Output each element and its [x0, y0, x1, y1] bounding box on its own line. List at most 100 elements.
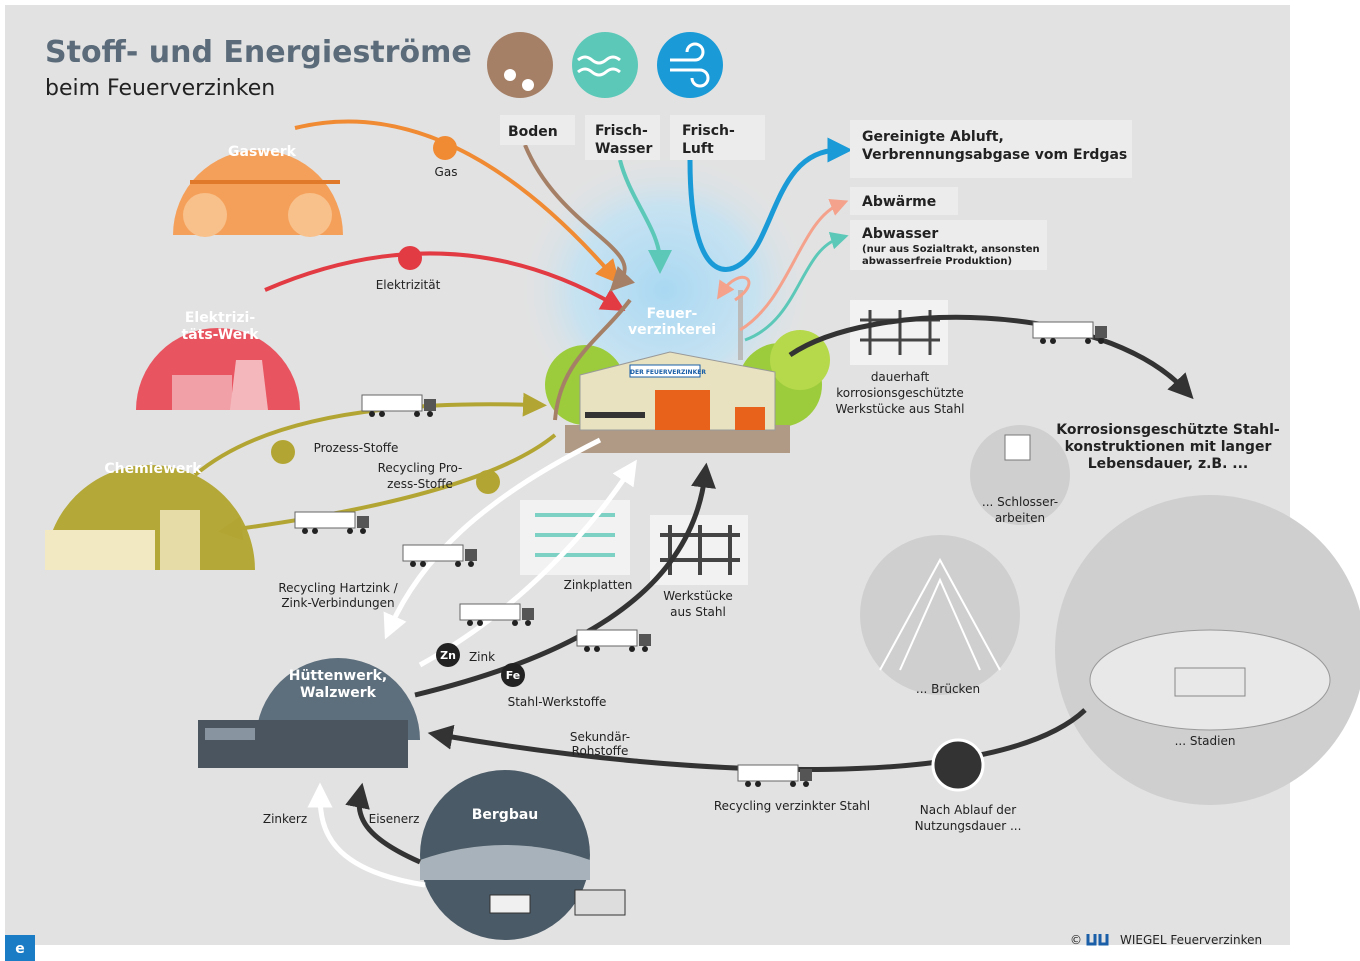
- icons-part: [933, 740, 983, 790]
- gas-label: Gas: [435, 165, 458, 179]
- wasser-label-part: Wasser: [595, 141, 653, 157]
- gaswerk-part: [288, 193, 332, 237]
- abwasser-label: Abwasser: [862, 226, 938, 242]
- elektrizitaetswerk-part: [230, 360, 268, 410]
- boden-label: Boden: [508, 124, 558, 140]
- eisenerz-label: Eisenerz: [369, 812, 420, 826]
- werkstuecke-icon-part: [660, 525, 740, 575]
- zinkerz-label: Zinkerz: [263, 812, 307, 826]
- workpieces-label-part: dauerhaft: [871, 370, 930, 384]
- factory-part: [738, 290, 743, 360]
- recycling-prozess-label-part: zess-Stoffe: [387, 477, 453, 491]
- zinkplatten-label: Zinkplatten: [564, 578, 633, 592]
- wasser-icon-part: [572, 32, 638, 98]
- chemiewerk-label: Chemiewerk: [104, 461, 202, 477]
- schlosser-circle-part: [1005, 435, 1030, 460]
- sekundaer-label-part: Sekundär-: [570, 730, 630, 744]
- huettenwerk-label-part: Hüttenwerk,: [289, 668, 388, 684]
- abwasser-note-part: (nur aus Sozialtrakt, ansonsten: [862, 244, 1040, 255]
- abluft-label-part: Gereinigte Abluft,: [862, 129, 1004, 145]
- bergbau-part: [575, 890, 625, 915]
- copyright: ©: [1070, 933, 1082, 947]
- constructions-label-part: konstruktionen mit langer: [1065, 439, 1272, 455]
- bruecken-label: ... Brücken: [916, 682, 980, 696]
- schlosser-label-part: ... Schlosser-: [982, 495, 1058, 509]
- brand: WIEGEL Feuerverzinken: [1120, 933, 1262, 947]
- constructions-label-part: Lebensdauer, z.B. ...: [1088, 456, 1249, 472]
- huettenwerk-part: [198, 720, 408, 768]
- schlosser-circle: [970, 425, 1070, 525]
- stahl-label: Stahl-Werkstoffe: [508, 695, 607, 709]
- boden-icon-part: [487, 32, 553, 98]
- workpieces-label-part: korrosionsgeschützte: [836, 386, 964, 400]
- boden-icon-part: [522, 79, 534, 91]
- prozess-label: Prozess-Stoffe: [314, 441, 399, 455]
- wasser-icon: [572, 32, 638, 98]
- sekundaer-label: Sekundär-Rohstoffe: [570, 730, 630, 758]
- gaswerk-part: [190, 180, 340, 184]
- constructions-label: Korrosionsgeschützte Stahl-konstruktione…: [1056, 422, 1280, 472]
- body: Stoff- und Energieströme beim Feuerverzi…: [0, 0, 1360, 961]
- icons-part: [433, 136, 457, 160]
- factory-part: [735, 407, 765, 430]
- workpieces-icon: [850, 300, 948, 365]
- abluft-label-part: Verbrennungsabgase vom Erdgas: [862, 147, 1127, 163]
- gaswerk-part: [183, 193, 227, 237]
- boden-icon-part: [504, 69, 516, 81]
- recycling-prozess-label-part: Recycling Pro-: [378, 461, 463, 475]
- recycling-hartzink-label-part: Recycling Hartzink /: [278, 581, 398, 595]
- luft-icon-part: [657, 32, 723, 98]
- recycling-hartzink-label-part: Zink-Verbindungen: [281, 596, 394, 610]
- chemiewerk-part: [160, 510, 200, 570]
- gaswerk-label: Gaswerk: [228, 144, 297, 160]
- icons-part: [476, 470, 500, 494]
- fe-label: Fe: [506, 669, 521, 682]
- bergbau-label: Bergbau: [472, 807, 539, 823]
- plant-sign: DER FEUERVERZINKER: [630, 369, 706, 376]
- constructions-label-part: Korrosionsgeschützte Stahl-: [1056, 422, 1280, 438]
- nutzungsdauer-label-part: Nach Ablauf der: [920, 803, 1017, 817]
- zink-label: Zink: [469, 650, 495, 664]
- factory-part: [585, 412, 645, 418]
- subtitle: beim Feuerverzinken: [45, 76, 275, 101]
- plant-label-part: verzinkerei: [628, 322, 716, 338]
- schlosser-label-part: arbeiten: [995, 511, 1045, 525]
- recycling-hartzink-label: Recycling Hartzink /Zink-Verbindungen: [278, 581, 398, 610]
- bruecken-circle: [860, 535, 1020, 695]
- ewerk-label-part: Elektrizi-: [185, 310, 256, 326]
- abwaerme-label: Abwärme: [862, 194, 936, 210]
- icons-part: [398, 246, 422, 270]
- elektrizitaetswerk-part: [172, 375, 232, 410]
- werkstuecke-label-part: Werkstücke: [663, 589, 733, 603]
- diagram: Stoff- und Energieströme beim Feuerverzi…: [0, 0, 1360, 961]
- luft-icon: [657, 32, 723, 98]
- factory-part: [655, 390, 710, 430]
- bergbau-part: [490, 895, 530, 913]
- luft-label-part: Luft: [682, 141, 714, 157]
- icons-part: [271, 440, 295, 464]
- page: Stoff- und Energieströme {"header":{"tit…: [0, 0, 1360, 961]
- ewerk-label-part: täts-Werk: [182, 327, 260, 343]
- stadien-circle-part: [1090, 630, 1330, 730]
- werkstuecke-icon: [650, 515, 748, 585]
- elektrizitaet-label: Elektrizität: [376, 278, 441, 292]
- ewerk-label: Elektrizi-täts-Werk: [182, 310, 260, 343]
- nutzungsdauer-label-part: Nutzungsdauer ...: [915, 819, 1022, 833]
- huettenwerk-part: [205, 728, 255, 740]
- huettenwerk-label-part: Walzwerk: [300, 685, 377, 701]
- recycling-stahl-label: Recycling verzinkter Stahl: [714, 799, 870, 813]
- luft-label-part: Frisch-: [682, 123, 735, 139]
- boden-icon: [487, 32, 553, 98]
- chemiewerk-part: [45, 530, 155, 570]
- sekundaer-label-part: Rohstoffe: [572, 744, 629, 758]
- plant-label-part: Feuer-: [647, 306, 698, 322]
- badge: e: [15, 941, 25, 957]
- abwasser-note-part: abwasserfreie Produktion): [862, 256, 1012, 267]
- stadien-circle: [1055, 495, 1360, 805]
- wasser-label-part: Frisch-: [595, 123, 648, 139]
- werkstuecke-label-part: aus Stahl: [670, 605, 726, 619]
- title: Stoff- und Energieströme: [45, 35, 472, 70]
- stadien-label: ... Stadien: [1175, 734, 1236, 748]
- zn-label: Zn: [440, 649, 456, 662]
- workpieces-label-part: Werkstücke aus Stahl: [836, 402, 965, 416]
